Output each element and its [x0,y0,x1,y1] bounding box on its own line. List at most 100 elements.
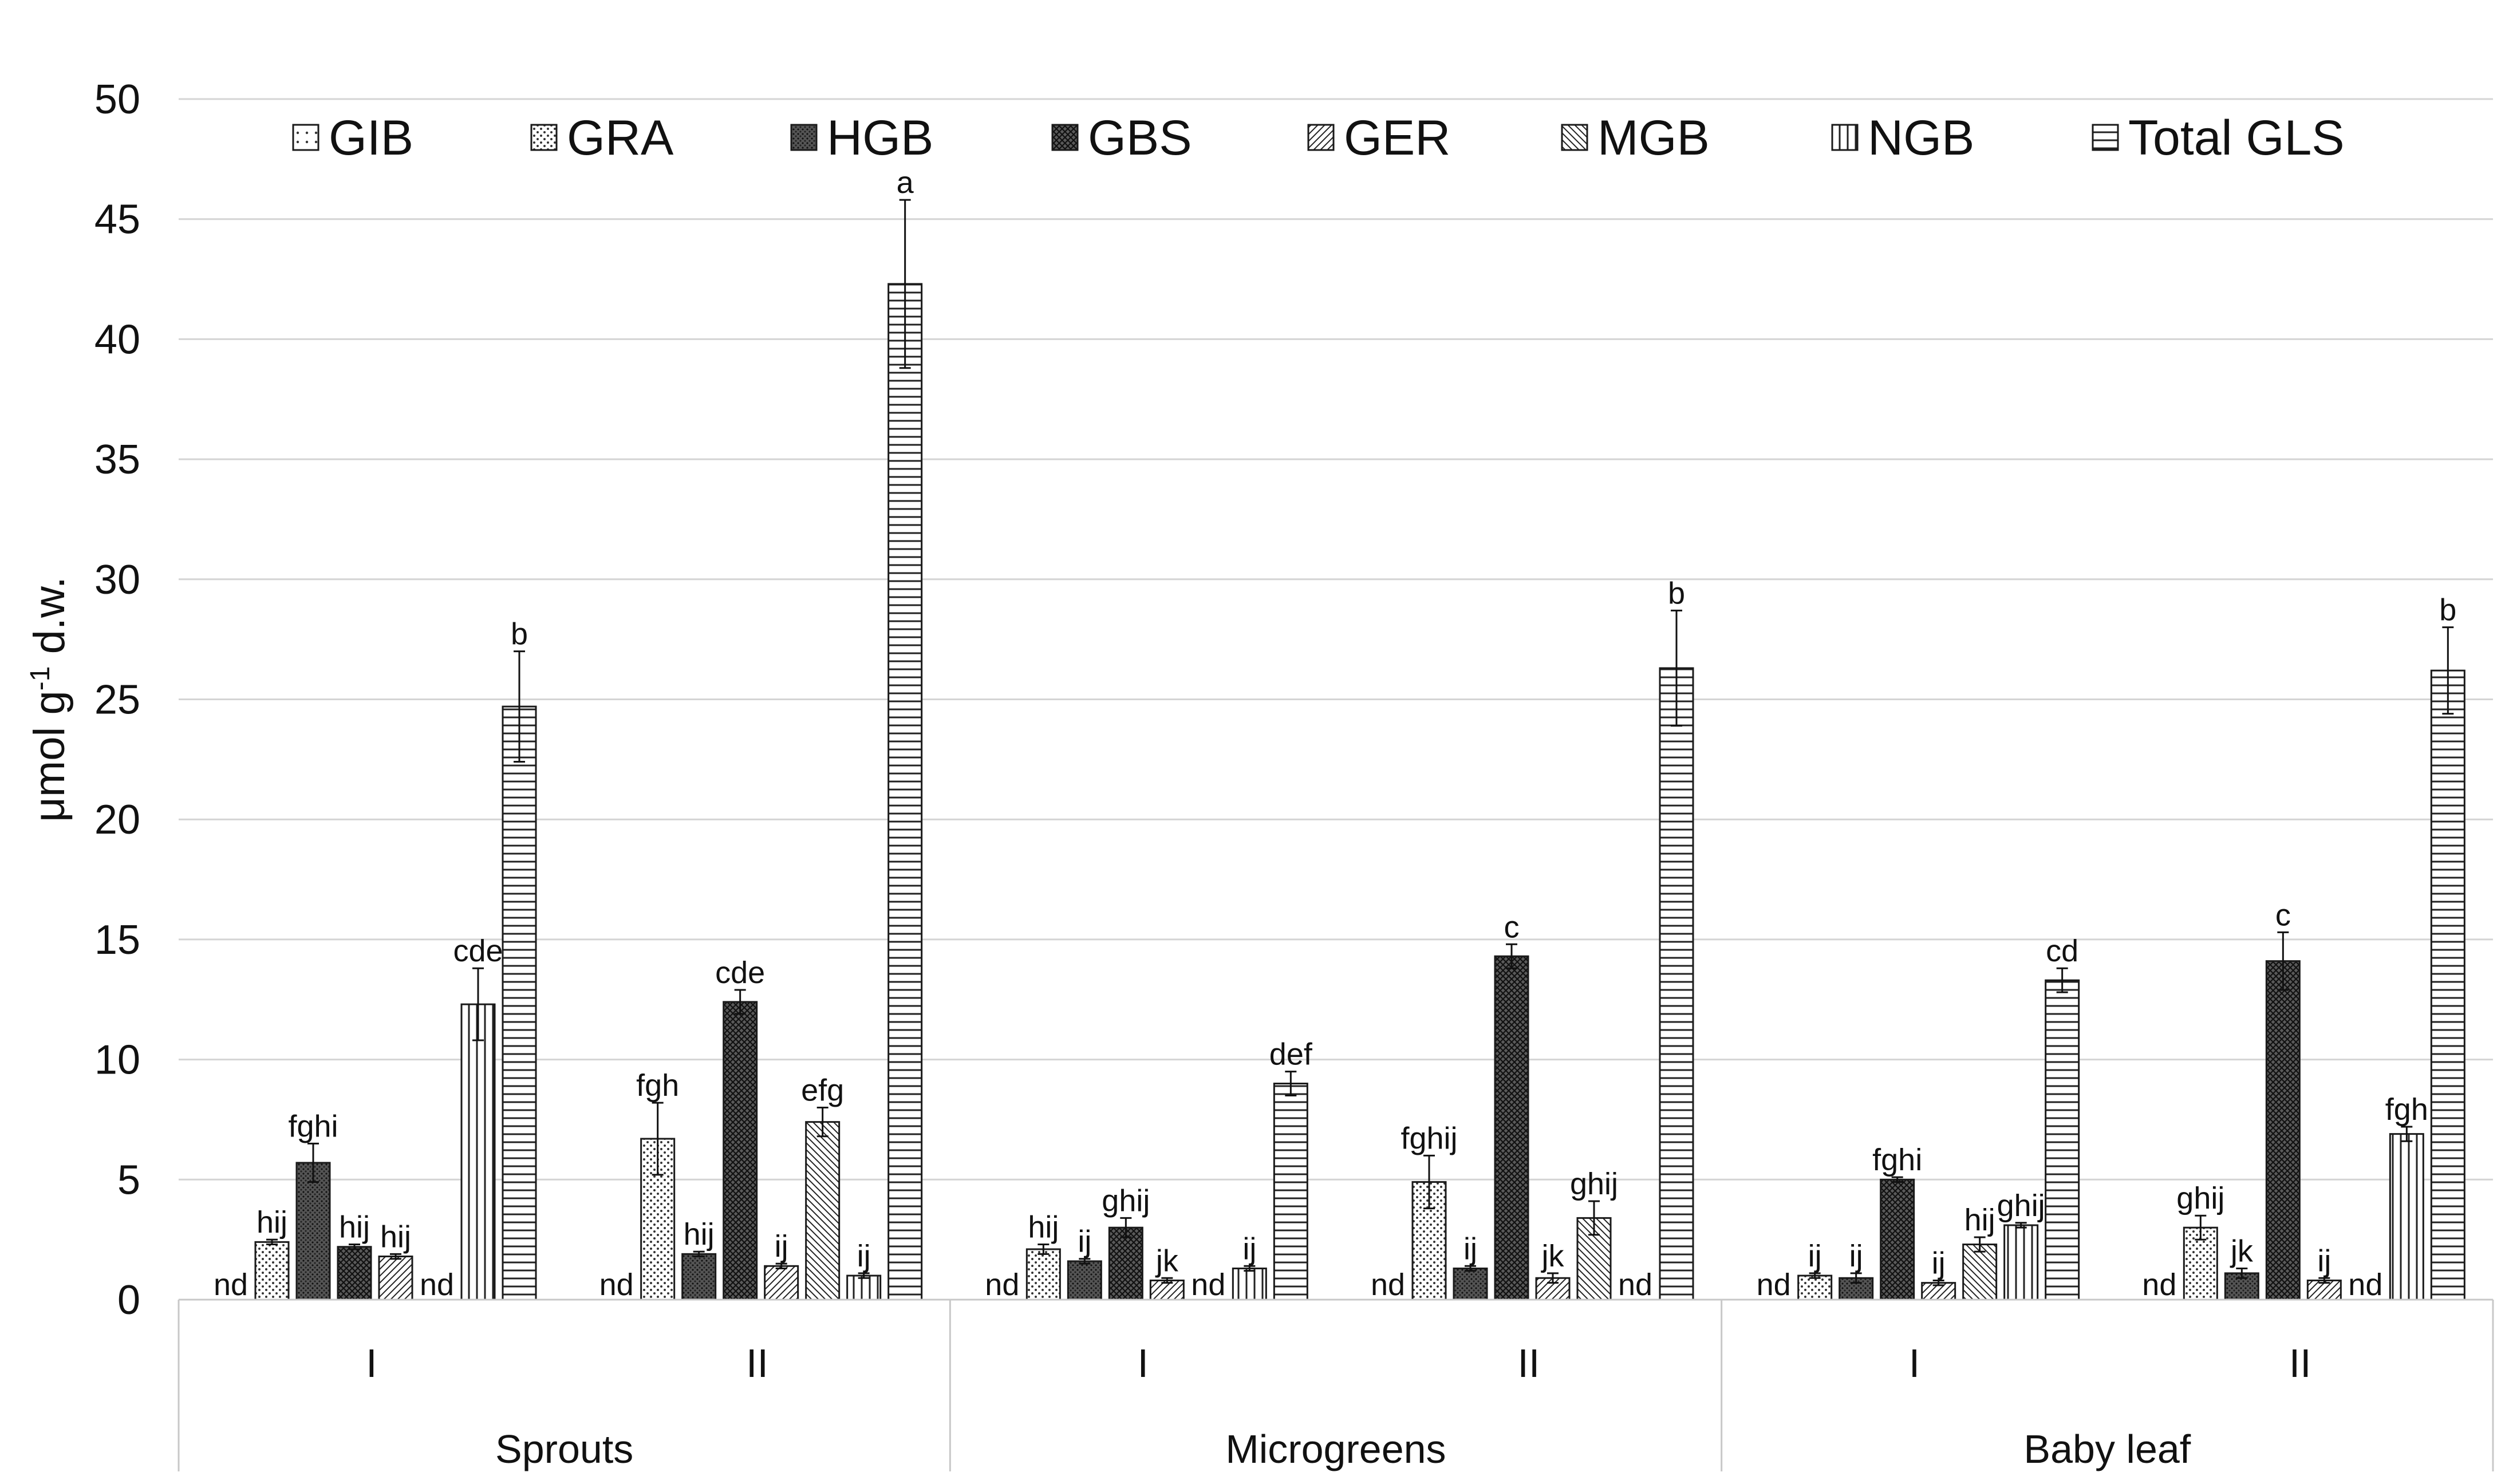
bar-gbs [1880,1178,1915,1301]
significance-letter: ij [2317,1244,2331,1278]
bar-hgb [1067,1260,1102,1301]
significance-letter: hij [684,1217,715,1252]
bar-ngb [460,1003,496,1301]
legend-swatch [1831,124,1859,151]
legend-swatch [1561,124,1588,151]
significance-letter: hij [257,1205,287,1240]
significance-letter: ij [1932,1246,1946,1280]
bar-total-gls [2430,669,2465,1301]
significance-letter: cde [715,956,765,990]
not-detected-label: nd [1191,1268,1225,1302]
significance-letter: hij [1964,1203,1995,1237]
significance-letter: ghij [1997,1189,2045,1223]
bar-total-gls [2045,979,2080,1301]
x-group-label: Baby leaf [2023,1427,2191,1471]
significance-letter: cd [2046,934,2078,968]
legend-swatch [1307,124,1335,151]
bar-total-gls [1659,667,1694,1301]
significance-letter: a [897,165,914,200]
significance-letter: cde [453,934,503,968]
significance-letter: ij [1808,1239,1822,1273]
significance-letter: hij [1028,1210,1059,1245]
bar-gbs [337,1246,372,1301]
bar-hgb [681,1253,717,1301]
not-detected-label: nd [1618,1268,1652,1302]
bar-gbs [1108,1226,1143,1301]
significance-letter: hij [339,1210,370,1245]
significance-letter: hij [380,1219,411,1254]
bar-gra [254,1241,290,1301]
y-tick-label: 10 [94,1037,140,1083]
significance-letter: ij [1463,1232,1477,1266]
bar-hgb [295,1162,331,1301]
significance-letter: b [511,617,528,652]
significance-letter: ghij [1102,1183,1150,1218]
y-tick-label: 25 [94,677,140,723]
significance-letter: fghi [288,1109,338,1143]
bar-gra [1025,1248,1061,1301]
x-group-label: Microgreens [1225,1427,1446,1471]
y-tick-label: 20 [94,797,140,843]
significance-letter: b [2439,593,2456,627]
legend-label: GRA [567,110,674,165]
not-detected-label: nd [420,1268,454,1302]
not-detected-label: nd [2142,1268,2176,1302]
significance-letter: jk [1155,1244,1179,1278]
significance-letter: fghij [1401,1121,1457,1155]
y-tick-label: 15 [94,917,140,963]
y-tick-label: 50 [94,77,140,123]
not-detected-label: nd [214,1268,248,1302]
legend-swatch [790,124,818,151]
bar-ngb [2003,1224,2039,1301]
gridlines [179,98,2493,1181]
legend-label: GIB [329,110,413,165]
significance-letter: c [1504,910,1520,944]
x-group-label: Sprouts [495,1427,633,1471]
bar-total-gls [1273,1083,1308,1301]
y-tick-label: 35 [94,437,140,483]
legend-swatch [1051,124,1079,151]
x-subgroup-label: I [366,1341,377,1386]
legend-label: GER [1344,110,1450,165]
not-detected-label: nd [1371,1268,1405,1302]
bar-gbs [2265,960,2301,1301]
bar-hgb [1453,1267,1488,1301]
significance-letter: ij [857,1239,871,1273]
legend-label: Total GLS [2128,110,2345,165]
legend-swatch [530,124,558,151]
y-tick-label: 5 [117,1157,140,1203]
legend: GIB GRA HGB GBS GER MGB NGB Total GLS [292,110,2345,165]
bar-ger [378,1256,413,1301]
bar-ger [764,1265,799,1301]
significance-letter: ij [1078,1225,1091,1259]
significance-letter: fgh [2385,1092,2428,1127]
y-tick-label: 45 [94,197,140,243]
bar-gbs [1494,955,1529,1301]
significance-letter: ij [775,1229,788,1264]
significance-letter: ij [1242,1232,1256,1266]
bar-ngb [2389,1133,2424,1301]
significance-letter: efg [801,1073,844,1107]
legend-swatch [2092,124,2119,151]
not-detected-label: nd [1757,1268,1791,1302]
bar-total-gls [887,283,923,1301]
bar-ngb [846,1274,882,1301]
legend-label: MGB [1597,110,1710,165]
y-axis-title: μmol g-1 d.w. [25,577,74,822]
significance-letter: b [1668,576,1685,610]
significance-letter: c [2275,898,2291,932]
significance-letter: ij [1849,1239,1863,1273]
significance-letter: ghij [1570,1167,1618,1201]
significance-letter: jk [2230,1234,2254,1268]
not-detected-label: nd [599,1268,634,1302]
bar-total-gls [502,705,537,1301]
legend-label: HGB [827,110,933,165]
y-axis: 0 5 10 15 20 25 30 35 40 45 50 μmol g-1 d.w. [25,77,141,1323]
not-detected-label: nd [2348,1268,2382,1302]
x-subgroup-label: II [1517,1341,1540,1386]
y-tick-label: 0 [117,1277,140,1323]
not-detected-label: nd [985,1268,1019,1302]
